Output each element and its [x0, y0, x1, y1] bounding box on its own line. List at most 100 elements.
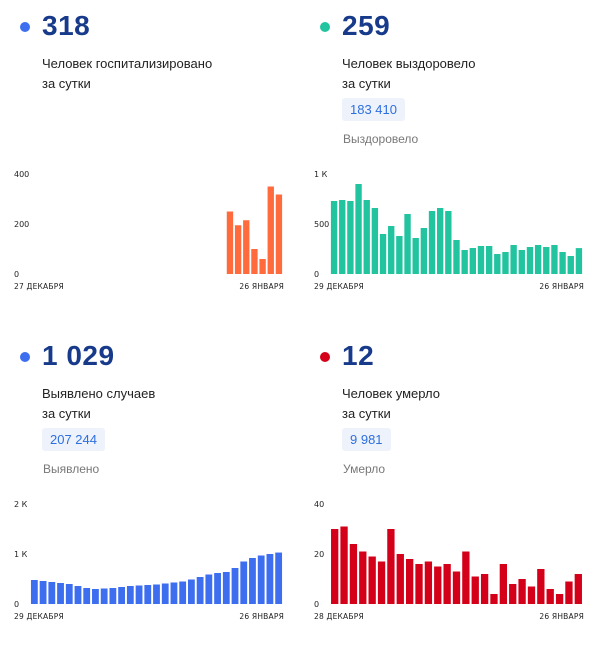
bar [257, 555, 265, 604]
bar [349, 544, 358, 604]
bar [534, 245, 542, 274]
bar [434, 566, 442, 604]
bar [443, 564, 451, 604]
deaths-dot [320, 352, 330, 362]
bar [231, 568, 239, 604]
bar [471, 576, 479, 604]
bar [368, 556, 376, 604]
y-tick-label: 1 К [314, 170, 328, 179]
description-line: Человек госпитализировано [42, 56, 213, 71]
recovered-dot [320, 22, 330, 32]
bar [388, 226, 395, 274]
bar [340, 526, 348, 604]
bar [226, 211, 234, 274]
x-start-label: 27 ДЕКАБРЯ [14, 282, 64, 291]
x-end-label: 26 ЯНВАРЯ [239, 282, 284, 291]
recovered-count: 259 [342, 10, 391, 41]
description-line: Выявлено случаев [42, 386, 156, 401]
bar [412, 238, 419, 274]
bar [347, 201, 354, 274]
y-tick-label: 0 [314, 600, 319, 609]
bar [187, 579, 195, 604]
bar [527, 586, 536, 604]
bar [567, 256, 574, 274]
bar [339, 200, 346, 274]
bar [331, 529, 339, 604]
bar [196, 577, 204, 604]
deaths-count: 12 [342, 340, 375, 371]
y-tick-label: 1 К [14, 550, 28, 559]
bar [371, 208, 379, 274]
bar [92, 589, 99, 604]
bar [480, 574, 489, 604]
bar [405, 559, 414, 604]
x-end-label: 26 ЯНВАРЯ [539, 612, 584, 621]
bar [415, 564, 423, 604]
bar [518, 579, 526, 604]
y-tick-label: 0 [14, 270, 19, 279]
y-tick-label: 20 [314, 550, 324, 559]
bar [387, 529, 395, 604]
detected-dot [20, 352, 30, 362]
bar [161, 583, 169, 604]
y-tick-label: 40 [314, 500, 324, 509]
bar [126, 586, 134, 604]
bar [57, 583, 64, 604]
bar [502, 252, 509, 274]
bar [234, 225, 242, 274]
bar [462, 551, 470, 604]
bar [275, 552, 283, 604]
bar [83, 588, 91, 604]
hospitalized-panel: 318 Человек госпитализировано за сутки 4… [0, 0, 290, 315]
bar [74, 586, 82, 604]
description-line: за сутки [42, 76, 91, 91]
detected-chart: 2 К 1 К 0 29 ДЕКАБРЯ 26 ЯНВАРЯ [14, 500, 284, 621]
hospitalized-description: Человек госпитализировано за сутки [42, 54, 282, 94]
y-tick-label: 2 К [14, 500, 28, 509]
bar [396, 236, 403, 274]
x-start-label: 28 ДЕКАБРЯ [314, 612, 364, 621]
bar [518, 250, 525, 274]
description-line: Человек умерло [342, 386, 440, 401]
y-tick-label: 400 [14, 170, 29, 179]
bar [170, 582, 178, 604]
bar [243, 220, 250, 274]
recovered-chart: 1 К 500 0 29 ДЕКАБРЯ 26 ЯНВАРЯ [314, 170, 584, 291]
bar [477, 246, 485, 274]
bar [575, 248, 583, 274]
bar [559, 252, 566, 274]
deaths-panel: 12 Человек умерло за сутки 9 981 Умерло … [300, 330, 590, 645]
bar [453, 240, 460, 274]
description-line: за сутки [342, 76, 391, 91]
detected-total-badge: 207 244 [42, 428, 105, 451]
detected-total-label: Выявлено [43, 462, 100, 476]
y-tick-label: 0 [314, 270, 319, 279]
bar [428, 211, 436, 274]
bar [420, 228, 428, 274]
description-line: за сутки [342, 406, 391, 421]
bar [109, 588, 117, 604]
hospitalized-dot [20, 22, 30, 32]
bar [240, 561, 248, 604]
hospitalized-count: 318 [42, 10, 91, 41]
bar [205, 574, 213, 604]
bar [543, 247, 550, 274]
bar [546, 589, 554, 604]
bar [452, 571, 461, 604]
x-end-label: 26 ЯНВАРЯ [539, 282, 584, 291]
recovered-total-badge: 183 410 [342, 98, 405, 121]
bar [275, 194, 283, 274]
bar [118, 587, 126, 604]
y-tick-label: 200 [14, 220, 29, 229]
bar [445, 211, 452, 274]
bar [355, 184, 362, 274]
bar [461, 250, 468, 274]
bar [135, 585, 143, 604]
bar [363, 200, 370, 274]
bar [490, 594, 498, 604]
bar [485, 246, 493, 274]
bar [65, 584, 73, 604]
x-start-label: 29 ДЕКАБРЯ [14, 612, 64, 621]
bar [179, 581, 187, 604]
bar [379, 234, 387, 274]
